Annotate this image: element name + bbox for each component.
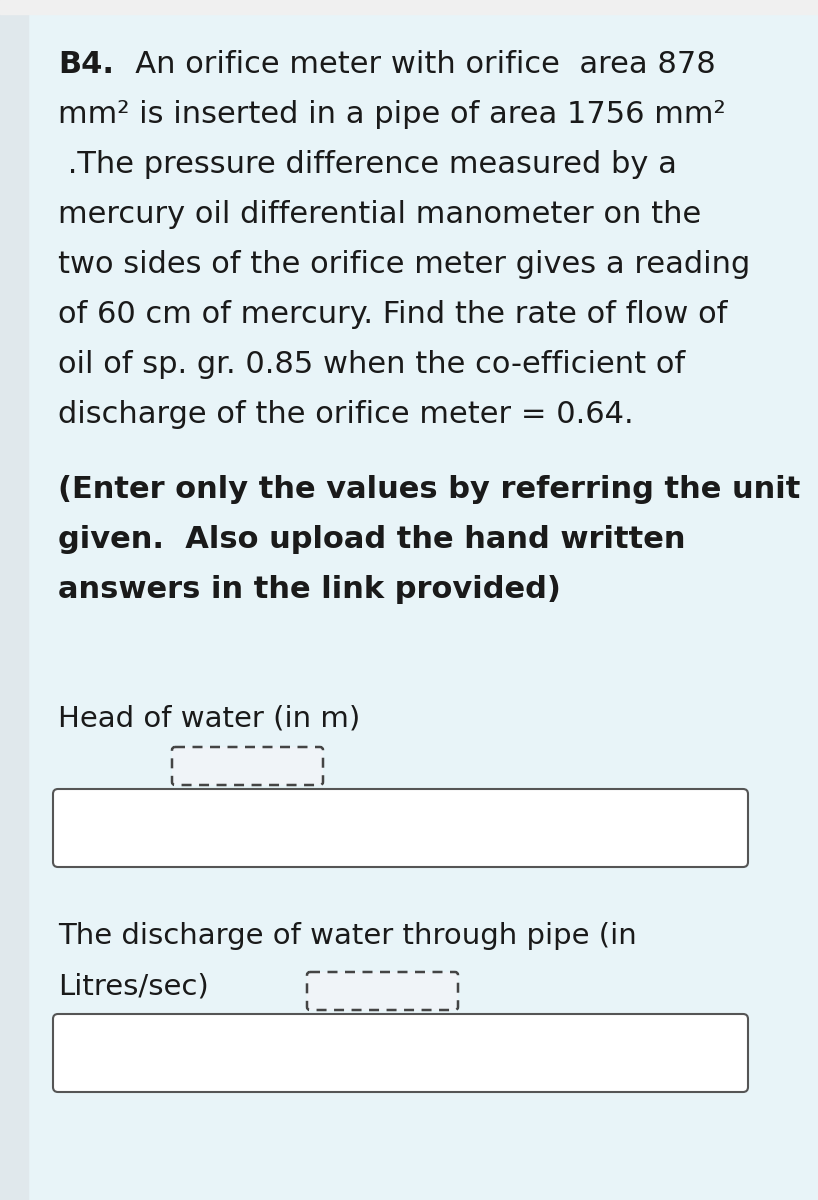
Text: Litres/sec): Litres/sec)	[58, 972, 209, 1000]
Bar	[0, 0, 28, 1200]
Text: mm² is inserted in a pipe of area 1756 mm²: mm² is inserted in a pipe of area 1756 m…	[58, 100, 726, 128]
Text: two sides of the orifice meter gives a reading: two sides of the orifice meter gives a r…	[58, 250, 750, 278]
Text: discharge of the orifice meter = 0.64.: discharge of the orifice meter = 0.64.	[58, 400, 634, 428]
Text: Head of water (in m): Head of water (in m)	[58, 704, 360, 733]
Text: of 60 cm of mercury. Find the rate of flow of: of 60 cm of mercury. Find the rate of fl…	[58, 300, 727, 329]
Text: An orifice meter with orifice  area 878: An orifice meter with orifice area 878	[106, 50, 716, 79]
Bar	[0, 0, 818, 14]
Text: The discharge of water through pipe (in: The discharge of water through pipe (in	[58, 922, 636, 950]
Text: .The pressure difference measured by a: .The pressure difference measured by a	[58, 150, 676, 179]
Text: answers in the link provided): answers in the link provided)	[58, 575, 561, 604]
FancyBboxPatch shape	[172, 746, 323, 785]
Text: mercury oil differential manometer on the: mercury oil differential manometer on th…	[58, 200, 701, 229]
FancyBboxPatch shape	[53, 1014, 748, 1092]
Text: given.  Also upload the hand written: given. Also upload the hand written	[58, 526, 685, 554]
FancyBboxPatch shape	[307, 972, 458, 1010]
FancyBboxPatch shape	[53, 790, 748, 866]
Text: (Enter only the values by referring the unit: (Enter only the values by referring the …	[58, 475, 800, 504]
Text: oil of sp. gr. 0.85 when the co-efficient of: oil of sp. gr. 0.85 when the co-efficien…	[58, 350, 685, 379]
Text: B4.: B4.	[58, 50, 114, 79]
